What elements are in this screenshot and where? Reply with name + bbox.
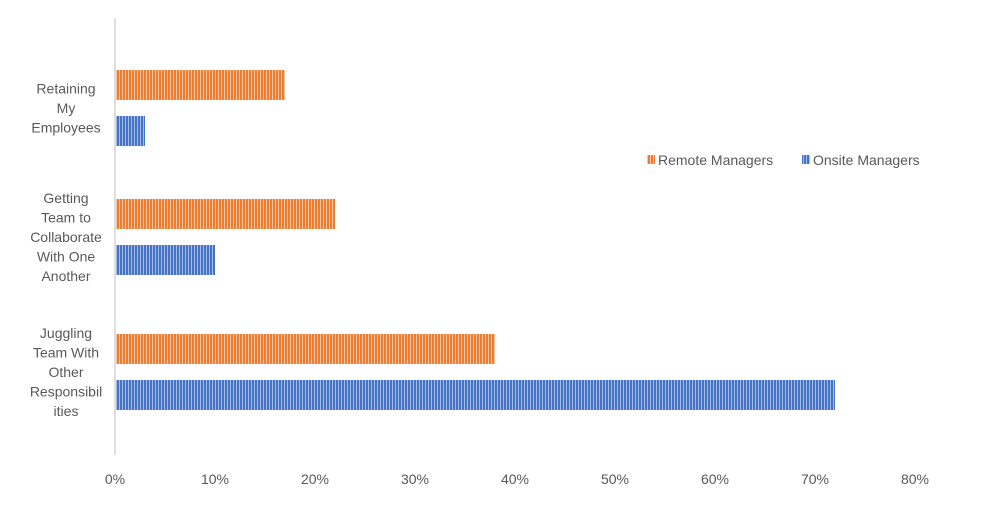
x-tick-label: 70% xyxy=(801,471,829,487)
x-tick-label: 10% xyxy=(201,471,229,487)
legend-label-onsite: Onsite Managers xyxy=(813,152,920,168)
bars-group xyxy=(116,70,835,410)
legend: Remote Managers Onsite Managers xyxy=(647,152,920,168)
category-label-line: Collaborate xyxy=(30,229,102,245)
category-label-line: My xyxy=(57,100,76,116)
category-label-1: Getting Team to Collaborate With One Another xyxy=(30,190,102,284)
bar-onsite-2 xyxy=(116,380,835,410)
x-tick-label: 80% xyxy=(901,471,929,487)
category-label-2: Juggling Team With Other Responsibil ities xyxy=(30,325,102,419)
category-label-line: Team With xyxy=(33,345,99,361)
legend-swatch-remote xyxy=(647,155,655,164)
x-tick-label: 30% xyxy=(401,471,429,487)
bar-remote-0 xyxy=(116,70,285,100)
x-tick-label: 50% xyxy=(601,471,629,487)
category-label-line: Retaining xyxy=(36,81,95,97)
category-label-line: Other xyxy=(48,364,83,380)
category-label-0: Retaining My Employees xyxy=(31,81,100,136)
x-tick-labels: 0% 10% 20% 30% 40% 50% 60% 70% 80% xyxy=(105,471,929,487)
x-tick-label: 40% xyxy=(501,471,529,487)
bar-onsite-1 xyxy=(116,245,215,275)
category-label-line: Another xyxy=(41,268,90,284)
bar-remote-2 xyxy=(116,334,495,364)
category-labels: Retaining My Employees Getting Team to Collab… xyxy=(30,81,102,420)
legend-label-remote: Remote Managers xyxy=(658,152,773,168)
category-label-line: Getting xyxy=(43,190,88,206)
bar-onsite-0 xyxy=(116,116,145,146)
category-label-line: Employees xyxy=(31,120,100,136)
category-label-line: ities xyxy=(54,403,79,419)
category-label-line: Juggling xyxy=(40,325,92,341)
category-label-line: With One xyxy=(37,249,96,265)
legend-swatch-onsite xyxy=(802,155,810,164)
category-label-line: Responsibil xyxy=(30,384,102,400)
x-tick-label: 20% xyxy=(301,471,329,487)
x-tick-label: 0% xyxy=(105,471,125,487)
category-label-line: Team to xyxy=(41,210,91,226)
x-tick-label: 60% xyxy=(701,471,729,487)
bar-remote-1 xyxy=(116,199,335,229)
